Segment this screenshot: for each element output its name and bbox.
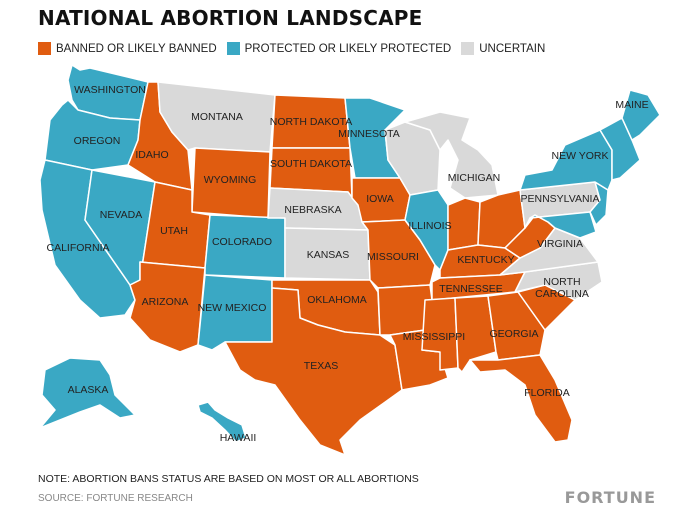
label-wyoming: WYOMING — [204, 174, 257, 186]
map-title: NATIONAL ABORTION LANDSCAPE — [38, 6, 423, 30]
label-washington: WASHINGTON — [74, 84, 146, 96]
state-michigan[interactable] — [404, 111, 499, 199]
state-hawaii[interactable] — [197, 401, 247, 443]
source-line: SOURCE: FORTUNE RESEARCH — [38, 493, 193, 504]
label-florida: FLORIDA — [524, 387, 570, 399]
label-tennessee: TENNESSEE — [439, 283, 503, 295]
label-north-carolina-line1: NORTH — [543, 276, 580, 288]
label-georgia: GEORGIA — [489, 328, 538, 340]
label-utah: UTAH — [160, 225, 188, 237]
state-florida[interactable] — [469, 354, 573, 443]
label-virginia: VIRGINIA — [537, 238, 583, 250]
label-hawaii: HAWAII — [220, 432, 257, 444]
legend-swatch-uncertain — [461, 42, 475, 55]
state-texas[interactable] — [224, 287, 403, 456]
label-oregon: OREGON — [74, 135, 121, 147]
label-idaho: IDAHO — [135, 149, 168, 161]
label-south-dakota: SOUTH DAKOTA — [270, 158, 352, 170]
label-nevada: NEVADA — [100, 209, 142, 221]
label-nebraska: NEBRASKA — [284, 204, 341, 216]
label-texas: TEXAS — [304, 360, 338, 372]
label-california: CALIFORNIA — [46, 242, 109, 254]
label-mississippi: MISSISSIPPI — [403, 331, 465, 343]
legend-item-protected: PROTECTED OR LIKELY PROTECTED — [226, 42, 452, 55]
label-maine: MAINE — [615, 99, 648, 111]
label-oklahoma: OKLAHOMA — [307, 294, 367, 306]
state-alaska[interactable] — [39, 357, 136, 429]
label-colorado: COLORADO — [212, 236, 272, 248]
label-alaska: ALASKA — [68, 384, 109, 396]
fortune-logo: FORTUNE — [564, 488, 656, 507]
label-illinois: ILLINOIS — [408, 220, 451, 232]
label-new-york: NEW YORK — [552, 150, 609, 162]
label-iowa: IOWA — [366, 193, 394, 205]
legend-label-protected: PROTECTED OR LIKELY PROTECTED — [244, 42, 452, 55]
label-michigan: MICHIGAN — [448, 172, 501, 184]
legend-label-uncertain: UNCERTAIN — [479, 42, 546, 55]
legend-item-banned: BANNED OR LIKELY BANNED — [38, 42, 217, 55]
legend-swatch-banned — [38, 42, 51, 55]
label-north-carolina-line2: CAROLINA — [535, 288, 589, 300]
label-kentucky: KENTUCKY — [457, 254, 514, 266]
legend-swatch-protected — [226, 42, 240, 55]
state-maine[interactable] — [621, 89, 661, 141]
footnote: NOTE: ABORTION BANS STATUS ARE BASED ON … — [38, 473, 419, 485]
legend: BANNED OR LIKELY BANNED PROTECTED OR LIK… — [38, 42, 555, 55]
label-montana: MONTANA — [191, 111, 243, 123]
legend-item-uncertain: UNCERTAIN — [461, 42, 545, 55]
label-arizona: ARIZONA — [142, 296, 189, 308]
label-new-mexico: NEW MEXICO — [198, 302, 267, 314]
label-minnesota: MINNESOTA — [338, 128, 400, 140]
label-kansas: KANSAS — [307, 249, 350, 261]
label-missouri: MISSOURI — [367, 251, 419, 263]
label-north-dakota: NORTH DAKOTA — [270, 116, 352, 128]
state-indiana[interactable] — [447, 197, 481, 251]
legend-label-banned: BANNED OR LIKELY BANNED — [56, 42, 217, 55]
label-pennsylvania: PENNSYLVANIA — [521, 193, 600, 205]
